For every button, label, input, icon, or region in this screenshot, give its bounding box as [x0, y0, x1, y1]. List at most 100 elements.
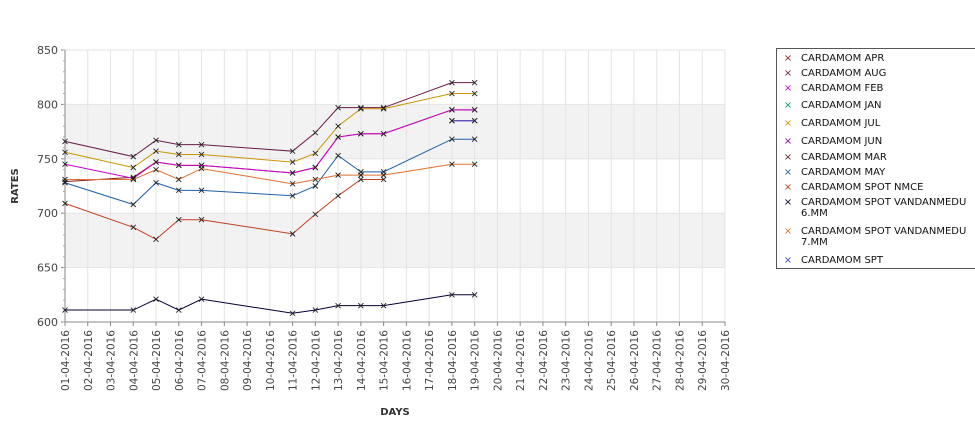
data-point-mark — [62, 161, 68, 168]
x-tick-label: 05-04-2016 — [151, 330, 163, 391]
x-tick-label: 15-04-2016 — [379, 330, 391, 391]
x-tick-label: 29-04-2016 — [697, 330, 709, 391]
data-point-mark — [198, 165, 205, 172]
data-point-mark — [471, 291, 478, 298]
data-point — [335, 152, 341, 159]
y-tick-label: 850 — [37, 44, 58, 57]
legend-label: CARDAMOM JUL — [801, 118, 881, 129]
legend-label: CARDAMOM SPOT NMCE — [801, 182, 924, 193]
legend-marker: × — [783, 83, 793, 94]
data-point — [358, 302, 364, 309]
data-point — [198, 216, 205, 223]
grid-band — [65, 213, 725, 268]
series-4 — [62, 90, 478, 171]
data-point — [130, 153, 137, 160]
data-point-mark — [289, 181, 296, 187]
y-tick-label: 650 — [37, 262, 58, 275]
data-point-mark — [380, 105, 387, 112]
data-point-mark — [175, 216, 182, 223]
x-tick-label: 06-04-2016 — [174, 330, 186, 391]
series-line — [65, 163, 475, 185]
data-point-mark — [358, 105, 364, 112]
axes: 600 650 700 750 800 850 01-04-2016 02-04-2016 03… — [37, 44, 732, 391]
data-point-mark — [153, 166, 159, 173]
legend-label: CARDAMOM APR — [801, 53, 885, 64]
data-point-mark — [335, 172, 341, 178]
legend-label: CARDAMOM AUG — [801, 68, 887, 79]
data-point-mark — [62, 307, 68, 313]
data-point-mark — [175, 176, 182, 183]
x-tick-label: 23-04-2016 — [561, 330, 573, 391]
data-point — [312, 176, 319, 183]
data-point — [449, 90, 455, 97]
grid-lines — [64, 49, 726, 323]
legend-marker: × — [783, 53, 793, 64]
data-point-mark — [130, 175, 137, 182]
x-tick-label: 25-04-2016 — [606, 330, 618, 391]
data-point — [175, 187, 182, 194]
series-line — [64, 93, 475, 169]
data-point-mark — [198, 187, 205, 194]
x-tick-label: 14-04-2016 — [356, 330, 368, 391]
legend-label: CARDAMOM FEB — [801, 83, 884, 94]
data-point — [289, 170, 296, 176]
data-point — [358, 176, 364, 183]
data-point-mark — [289, 192, 296, 199]
data-point-mark — [312, 164, 319, 171]
data-point-mark — [62, 149, 68, 156]
data-point-mark — [449, 79, 455, 86]
data-point-mark — [449, 161, 455, 168]
legend-marker: × — [783, 167, 793, 178]
data-point-mark — [449, 291, 455, 298]
data-point-mark — [380, 104, 387, 111]
x-tick-label: 18-04-2016 — [447, 330, 459, 391]
data-point — [289, 148, 296, 155]
data-point-mark — [380, 130, 387, 137]
data-point — [358, 105, 364, 112]
series-9 — [62, 291, 478, 317]
data-point — [153, 296, 159, 302]
data-point-mark — [153, 148, 159, 155]
y-tick-label: 800 — [37, 98, 58, 111]
data-point — [335, 302, 341, 309]
legend-label: CARDAMOM MAY — [801, 167, 886, 178]
x-tick-label: 22-04-2016 — [538, 330, 550, 391]
x-tick-label: 04-04-2016 — [128, 330, 140, 391]
data-point — [153, 179, 159, 186]
data-point-mark — [312, 211, 319, 218]
data-point — [312, 307, 319, 313]
data-point-mark — [198, 141, 205, 148]
data-point — [449, 117, 455, 124]
data-point-mark — [335, 134, 341, 140]
legend: × CARDAMOM APR × CARDAMOM AUG × CARDAMOM FEB ×… — [776, 48, 975, 269]
data-point — [153, 166, 159, 173]
data-point — [175, 162, 182, 169]
data-point — [380, 104, 387, 111]
x-tick-label: 01-04-2016 — [60, 330, 72, 391]
grid-band — [65, 104, 725, 159]
data-point-mark — [198, 216, 205, 223]
legend-marker: × — [783, 100, 793, 111]
data-point — [335, 123, 341, 129]
legend-marker: × — [783, 136, 793, 147]
legend-marker: × — [783, 197, 793, 208]
x-tick-label: 21-04-2016 — [515, 330, 527, 391]
data-point — [380, 105, 387, 112]
data-point — [130, 164, 137, 171]
legend-label: CARDAMOM MAR — [801, 152, 887, 163]
data-point-mark — [198, 296, 205, 302]
data-point-mark — [289, 159, 296, 165]
data-point — [380, 130, 387, 137]
x-axis-label: DAYS — [380, 407, 410, 418]
series-line — [64, 138, 475, 206]
data-point — [471, 291, 478, 298]
data-point-mark — [335, 123, 341, 129]
legend-label: CARDAMOM JAN — [801, 100, 882, 111]
data-point-mark — [449, 117, 455, 124]
x-tick-label: 13-04-2016 — [333, 330, 345, 391]
data-point-mark — [130, 174, 137, 181]
data-point-mark — [312, 307, 319, 313]
data-point-mark — [130, 307, 137, 313]
series-2 — [62, 107, 478, 182]
data-point-mark — [358, 130, 364, 137]
